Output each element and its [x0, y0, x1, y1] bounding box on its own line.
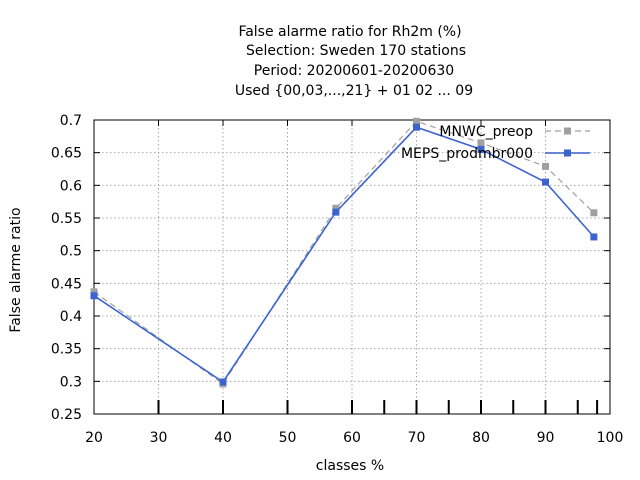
y-axis-tick-labels: 0.25 0.3 0.35 0.4 0.45 0.5 0.55 0.6 0.65 0.7: [51, 113, 82, 423]
grid-lines: [94, 120, 610, 414]
data-point: [477, 145, 485, 153]
x-tick-label: 80: [472, 430, 490, 446]
x-tick-label: 40: [214, 430, 232, 446]
legend: MNWC_preop MEPS_prodmbr000: [401, 124, 590, 162]
data-point: [542, 162, 549, 170]
y-tick-label: 0.55: [51, 211, 82, 227]
title-line-3: Period: 20200601-20200630: [254, 63, 454, 79]
y-tick-label: 0.5: [60, 244, 82, 260]
data-point: [90, 292, 98, 300]
data-series: [90, 117, 598, 388]
title-line-4: Used {00,03,...,21} + 01 02 ... 09: [235, 83, 473, 99]
data-point: [332, 204, 340, 212]
legend-marker: [564, 149, 571, 157]
x-tick-label: 50: [279, 430, 297, 446]
series-line-1: [93, 126, 595, 384]
chart-title: False alarme ratio for Rh2m (%) Selectio…: [235, 24, 473, 99]
legend-label: MNWC_preop: [439, 124, 533, 140]
x-tick-label: 90: [537, 430, 555, 446]
data-point: [413, 123, 420, 131]
x-axis-label: classes %: [316, 458, 384, 474]
x-axis-tick-labels: 20 30 40 50 60 70 80 90 100: [85, 430, 623, 446]
legend-label: MEPS_prodmbr000: [401, 146, 533, 162]
title-line-2: Selection: Sweden 170 stations: [246, 43, 466, 59]
data-point: [477, 139, 485, 147]
data-point: [413, 117, 420, 125]
y-tick-label: 0.3: [60, 374, 82, 390]
y-tick-label: 0.45: [51, 276, 82, 292]
data-point: [90, 288, 98, 296]
data-point: [219, 378, 227, 386]
data-point: [542, 178, 549, 186]
title-line-1: False alarme ratio for Rh2m (%): [238, 24, 461, 40]
y-tick-label: 0.35: [51, 342, 82, 358]
x-tick-label: 20: [85, 430, 103, 446]
legend-marker: [564, 127, 571, 135]
data-point: [332, 208, 340, 216]
data-point: [590, 209, 598, 217]
y-tick-label: 0.7: [60, 113, 82, 129]
y-tick-label: 0.65: [51, 146, 82, 162]
y-axis-label: False alarme ratio: [8, 207, 24, 332]
x-tick-label: 30: [150, 430, 168, 446]
y-tick-label: 0.6: [60, 178, 82, 194]
x-tick-label: 70: [408, 430, 426, 446]
y-tick-label: 0.25: [51, 407, 82, 423]
data-point: [590, 233, 598, 241]
x-tick-label: 60: [343, 430, 361, 446]
bottom-tick-marks: [157, 400, 599, 414]
x-tick-label: 100: [597, 430, 624, 446]
y-tick-label: 0.4: [60, 309, 82, 325]
